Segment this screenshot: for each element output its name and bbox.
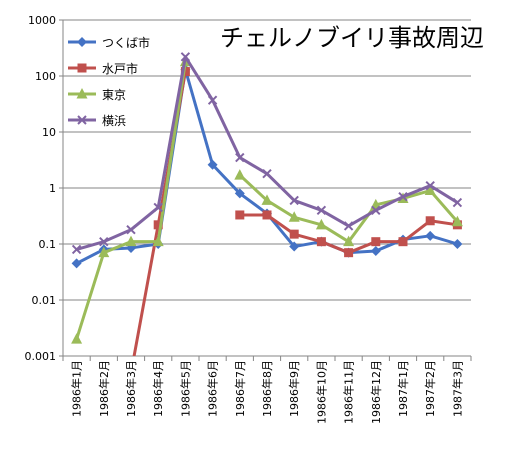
data-point — [152, 235, 164, 247]
data-point — [262, 168, 272, 179]
data-point — [315, 218, 327, 230]
x-tick-label: 1986年2月 — [97, 360, 111, 417]
data-point — [234, 188, 245, 199]
axis-layer: 0.001 0.01 0.1 1 10 100 1000 1986年1月 1986年2月 1986… — [25, 14, 472, 424]
data-point — [77, 63, 87, 73]
legend-label: 横浜 — [102, 114, 126, 128]
y-tick-label: 1 — [49, 182, 56, 195]
x-tick-label: 1986年11月 — [342, 360, 356, 424]
legend-item: 東京 — [68, 88, 126, 102]
data-point — [344, 248, 354, 258]
series-line — [238, 173, 459, 244]
y-tick-label: 10 — [42, 126, 56, 139]
x-tick-label: 1986年10月 — [314, 360, 328, 424]
data-point — [235, 210, 245, 220]
data-point — [98, 246, 110, 258]
x-tick-label: 1986年3月 — [124, 360, 138, 417]
data-point — [262, 210, 272, 220]
data-point — [234, 169, 246, 180]
data-point — [289, 229, 299, 239]
data-point — [452, 197, 463, 208]
y-tick-label: 1000 — [28, 14, 56, 27]
data-point — [153, 202, 163, 213]
series-4 — [71, 52, 463, 255]
data-point — [452, 239, 463, 249]
data-point — [71, 244, 82, 255]
x-tick-label: 1986年1月 — [70, 360, 84, 417]
data-point — [71, 333, 83, 344]
data-point — [77, 37, 87, 47]
data-point — [343, 235, 355, 247]
x-tick-label: 1986年7月 — [233, 360, 247, 417]
data-point — [398, 191, 408, 202]
x-tick-label: 1987年2月 — [423, 360, 437, 417]
data-point — [126, 224, 136, 235]
legend-item: 横浜 — [68, 114, 126, 128]
data-point — [180, 52, 191, 62]
x-tick-label: 1986年5月 — [178, 360, 192, 417]
data-point — [398, 237, 408, 247]
x-tick-label: 1986年4月 — [151, 360, 165, 417]
data-point — [76, 88, 88, 99]
series-line — [239, 213, 458, 255]
data-point — [425, 216, 435, 226]
x-tick-label: 1987年3月 — [450, 360, 464, 417]
data-point — [125, 235, 137, 247]
data-point — [71, 258, 82, 269]
x-tick-label: 1986年6月 — [206, 360, 220, 417]
data-point — [424, 184, 436, 196]
chart-title: チェルノブイリ事故周辺 — [220, 24, 484, 52]
y-tick-label: 0.01 — [32, 294, 57, 307]
data-point — [451, 215, 463, 227]
data-point — [77, 115, 87, 125]
data-point — [289, 195, 299, 206]
series-line — [75, 68, 458, 265]
x-tick-label: 1986年12月 — [369, 360, 383, 424]
y-tick-label: 0.001 — [25, 350, 57, 363]
legend-item: 水戸市 — [68, 61, 138, 76]
data-point — [371, 237, 381, 247]
data-point — [261, 194, 273, 205]
y-tick-label: 100 — [35, 70, 56, 83]
legend-label: 水戸市 — [102, 61, 138, 76]
y-tick-label: 0.1 — [39, 238, 57, 251]
series-line — [75, 61, 187, 340]
data-point — [316, 237, 326, 247]
series-line — [76, 55, 459, 251]
data-point — [207, 159, 218, 170]
x-tick-label: 1986年8月 — [260, 360, 274, 417]
data-point — [371, 205, 381, 215]
data-point — [343, 221, 354, 231]
data-point — [288, 211, 300, 222]
series-3 — [71, 55, 463, 344]
data-point — [370, 245, 381, 256]
data-point — [153, 220, 163, 230]
data-point — [425, 230, 436, 241]
series-layer — [71, 52, 463, 356]
data-point — [316, 205, 327, 215]
x-tick-label: 1987年1月 — [396, 360, 410, 417]
data-point — [235, 152, 245, 163]
legend-item: つくば市 — [68, 35, 150, 50]
data-point — [207, 95, 218, 105]
data-point — [425, 180, 435, 191]
legend-label: つくば市 — [102, 35, 150, 50]
x-tick-label: 1986年9月 — [287, 360, 301, 417]
data-point — [289, 241, 300, 252]
data-point — [99, 236, 109, 247]
legend-label: 東京 — [102, 88, 126, 102]
